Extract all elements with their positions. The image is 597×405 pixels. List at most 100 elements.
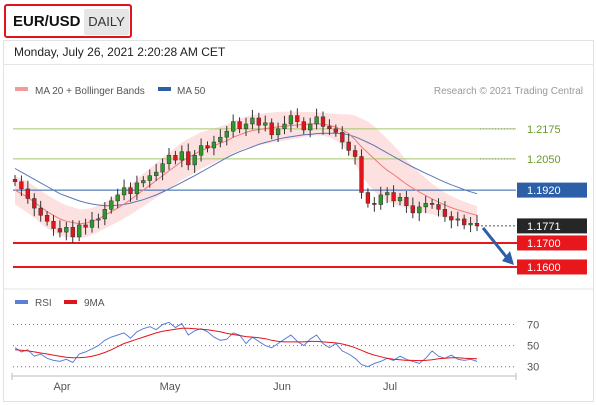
candle-body [147,175,152,181]
ma50-line [14,132,478,207]
rsi-ma-line [14,327,478,362]
level-tag-1.1700 [517,235,587,251]
candle-body [64,227,69,233]
price-labels-layer: 1.2175 1.2050 1.1920 1.1771 1.1700 1.1600 [481,124,587,275]
candle-body [243,123,249,130]
candle-body [115,194,120,202]
level-label-1.1700: 1.1700 [527,238,561,250]
candle-body [340,132,345,143]
rsi-tick-30: 30 [527,362,539,374]
ma20-legend-label: MA 20 + Bollinger Bands [35,86,145,97]
level-label-1.2175: 1.2175 [527,124,561,136]
candle-body [275,128,281,136]
candle-body [192,155,197,166]
candle-body [429,203,435,205]
candle-body [237,121,242,130]
candle-body [224,130,229,138]
candle-body [320,116,326,127]
candle-body [102,209,107,220]
credit-text: Research © 2021 Trading Central [434,86,583,97]
candle-body [282,123,287,130]
candle-body [295,115,300,122]
candle-body [250,117,255,125]
candle-body [128,187,133,194]
candle-body [417,206,422,214]
candle-body [186,151,191,166]
candle-body [385,192,390,196]
bollinger-band-layer [15,111,477,239]
candle-body [391,192,396,202]
ma20-legend-swatch [15,87,28,91]
candle-body [173,155,178,161]
period-selector[interactable]: DAILY [84,9,129,35]
candle-body [89,219,95,228]
candle-body [198,145,204,156]
ma50-legend-label: MA 50 [177,86,206,97]
candle-body [109,200,114,210]
ma50-legend-swatch [158,87,171,91]
candle-body [474,223,480,227]
candle-body [77,224,82,238]
level-tag-1.1920 [517,182,587,198]
candle-body [378,194,383,205]
timestamp: Monday, July 26, 2021 2:20:28 AM CET [14,45,226,59]
candle-body [449,216,454,221]
candle-body [231,121,236,132]
candle-body [301,121,306,131]
x-tick-label-Jun: Jun [273,381,291,393]
candle-body [410,205,415,214]
level-label-1.1920: 1.1920 [527,185,561,197]
rsi-ma-legend-label: 9MA [84,298,105,309]
candle-body [327,126,332,130]
candle-body [352,150,358,157]
instrument-title: EUR/USD [13,13,81,30]
candle-body [121,187,127,196]
level-label-1.2050: 1.2050 [527,154,561,166]
rsi-line [14,321,478,368]
rsi-legend-swatch [15,300,28,304]
candle-body [333,128,338,133]
candle-body [179,151,184,161]
candle-body [141,180,146,184]
candle-body [166,155,172,164]
level-tag-1.1600 [517,259,587,275]
candle-body [83,224,88,228]
rsi-ma-legend-swatch [64,300,77,304]
instrument-header [4,4,132,38]
candle-body [436,204,441,210]
candle-body [372,203,377,205]
candle-body [38,207,43,216]
candle-body [359,156,364,193]
candle-body [346,141,351,151]
rsi-tick-50: 50 [527,341,539,353]
chart-frame [3,40,594,402]
candle-body [256,117,261,126]
price-levels-layer [13,128,587,268]
x-tick-label-May: May [160,381,181,393]
candle-body [44,215,50,222]
header-separator [3,64,594,65]
candle-body [442,209,448,217]
candle-body [57,228,63,233]
level-label-1.1771: 1.1771 [527,221,561,233]
rsi-pane: 70 50 30 [13,319,539,374]
x-tick-label-Apr: Apr [53,381,70,393]
candle-body [308,123,313,131]
rsi-tick-70: 70 [527,319,539,331]
candle-body [455,218,460,221]
candle-body [423,203,428,208]
forecast-arrow-shaft [481,226,510,260]
candle-body [134,182,140,194]
candle-body [154,171,159,176]
bollinger-band-area [15,111,477,239]
forecast-arrow-head [502,250,514,265]
candle-body [365,192,371,204]
candle-body [462,218,467,226]
candle-body [19,181,24,190]
candle-body [205,145,210,149]
candle-body [96,218,101,221]
candle-body [288,115,294,125]
level-tag-1.1771 [517,218,587,234]
candle-body [25,188,30,199]
